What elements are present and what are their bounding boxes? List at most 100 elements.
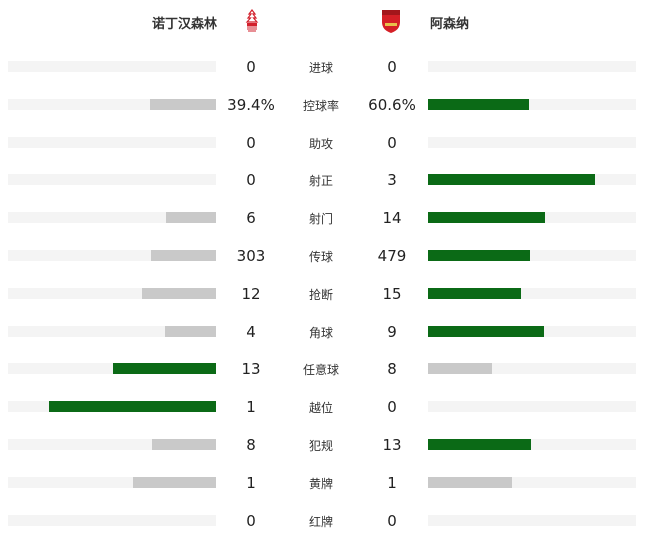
away-bar-fill	[428, 250, 531, 261]
home-bar-track	[8, 136, 216, 148]
away-bar-track	[428, 514, 636, 526]
away-bar-track	[428, 174, 636, 186]
away-bar-track	[428, 325, 636, 337]
home-bar-track	[8, 212, 216, 224]
away-bar-fill	[428, 98, 530, 110]
home-stat-value: 1	[246, 398, 256, 417]
home-stat-value: 13	[241, 360, 261, 379]
home-bar-fill	[164, 325, 216, 337]
away-bar-fill	[428, 476, 512, 488]
home-bar-track	[8, 250, 216, 261]
home-stat-value: 12	[241, 284, 261, 303]
away-stat-value: 0	[387, 398, 397, 417]
stat-label: 红牌	[308, 514, 333, 529]
away-bar-fill	[428, 439, 532, 450]
stat-row: 39.4% 控球率 60.6%	[0, 95, 660, 115]
stat-label: 传球	[308, 250, 333, 264]
stat-row: 0 射正 3	[0, 170, 660, 190]
away-stat-value: 0	[387, 511, 397, 530]
home-stat-value: 6	[246, 209, 256, 228]
away-bar-track	[428, 136, 636, 148]
stat-label: 进球	[308, 61, 333, 75]
home-bar-track	[8, 174, 216, 186]
away-bar-fill	[428, 212, 545, 224]
away-bar-track	[428, 250, 636, 261]
stat-row: 303 传球 479	[0, 246, 660, 266]
home-bar-fill	[165, 212, 216, 224]
away-bar-track	[428, 212, 636, 224]
away-stat-value: 13	[382, 436, 402, 454]
arsenal-crest-icon	[382, 10, 400, 33]
away-bar-fill	[428, 363, 492, 375]
stat-label: 抢断	[308, 287, 333, 302]
away-bar-track	[428, 439, 636, 450]
stat-label: 任意球	[302, 363, 339, 378]
stat-row: 6 射门 14	[0, 208, 660, 228]
stat-label: 控球率	[302, 98, 339, 113]
away-stat-value: 60.6%	[368, 95, 416, 114]
away-stat-value: 8	[387, 360, 397, 379]
stat-label: 越位	[308, 401, 333, 416]
away-stat-value: 479	[377, 247, 407, 265]
away-stat-value: 3	[387, 171, 397, 190]
stat-row: 8 犯规 13	[0, 435, 660, 455]
away-bar-track	[428, 401, 636, 413]
home-stat-value: 1	[246, 473, 256, 492]
stat-label: 犯规	[308, 439, 333, 453]
away-stat-value: 0	[387, 133, 397, 152]
home-stat-value: 4	[246, 322, 256, 341]
home-bar-track	[8, 476, 216, 488]
home-bar-track	[8, 61, 216, 72]
home-stat-value: 0	[246, 58, 256, 76]
stat-row: 0 红牌 0	[0, 511, 660, 531]
home-bar-track	[8, 363, 216, 375]
away-bar-track	[428, 287, 636, 299]
home-bar-fill	[150, 98, 216, 110]
away-bar-track	[428, 476, 636, 488]
stat-label: 射正	[308, 174, 333, 189]
home-stat-value: 0	[246, 171, 256, 190]
away-bar-track	[428, 61, 636, 72]
nottingham-forest-crest-icon	[245, 9, 259, 32]
away-bar-track	[428, 363, 636, 375]
home-bar-fill	[132, 476, 216, 488]
home-bar-fill	[152, 439, 216, 450]
stat-label: 黄牌	[308, 476, 333, 491]
away-stat-value: 0	[387, 58, 397, 76]
home-bar-track	[8, 514, 216, 526]
home-bar-fill	[141, 287, 216, 299]
stat-row: 0 助攻 0	[0, 133, 660, 153]
home-bar-track	[8, 98, 216, 110]
away-team-name: 阿森纳	[430, 17, 470, 32]
stat-row: 0 进球 0	[0, 57, 660, 77]
home-team-name: 诺丁汉森林	[152, 17, 218, 32]
away-bar-fill	[428, 325, 544, 337]
away-stat-value: 9	[387, 322, 397, 341]
home-stat-value: 39.4%	[227, 95, 275, 114]
stat-row: 1 黄牌 1	[0, 473, 660, 493]
home-stat-value: 303	[236, 247, 266, 265]
home-bar-fill	[49, 401, 216, 413]
away-stat-value: 14	[382, 209, 402, 228]
home-bar-track	[8, 287, 216, 299]
away-stat-value: 15	[382, 284, 402, 303]
stat-row: 13 任意球 8	[0, 359, 660, 379]
home-bar-track	[8, 325, 216, 337]
home-bar-track	[8, 439, 216, 450]
stat-row: 12 抢断 15	[0, 284, 660, 304]
home-bar-fill	[151, 250, 216, 261]
home-stat-value: 0	[246, 511, 256, 530]
home-bar-fill	[112, 363, 216, 375]
stat-label: 助攻	[308, 136, 333, 151]
away-stat-value: 1	[387, 473, 397, 492]
stat-label: 射门	[308, 212, 333, 227]
stat-row: 1 越位 0	[0, 397, 660, 417]
home-stat-value: 8	[246, 436, 256, 454]
away-bar-fill	[428, 287, 521, 299]
away-bar-fill	[428, 174, 595, 186]
stat-row: 4 角球 9	[0, 322, 660, 342]
home-bar-track	[8, 401, 216, 413]
away-bar-track	[428, 98, 636, 110]
home-stat-value: 0	[246, 133, 256, 152]
stat-label: 角球	[308, 325, 333, 340]
